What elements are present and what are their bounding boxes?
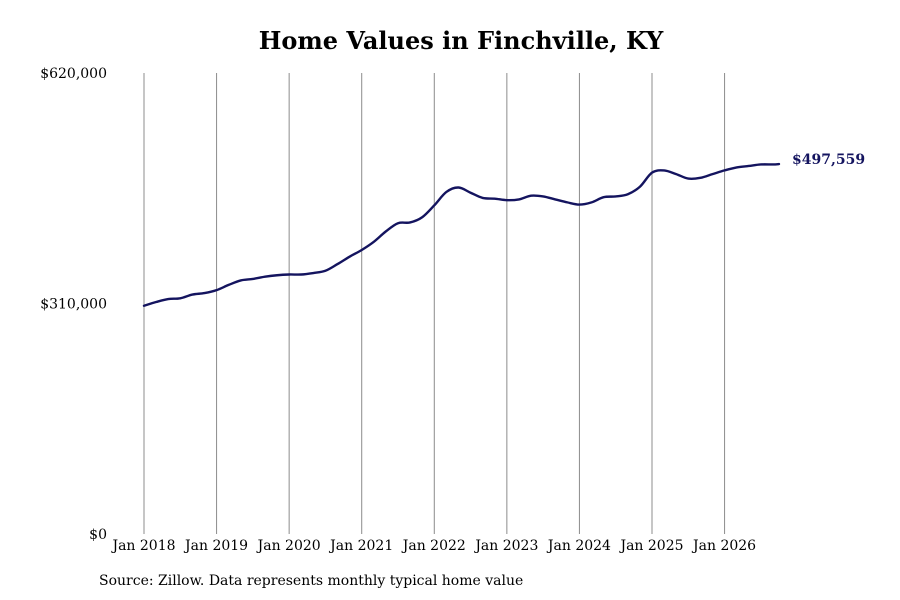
x-tick-label: Jan 2022 <box>401 538 466 554</box>
x-tick-label: Jan 2019 <box>183 538 248 554</box>
x-tick-label: Jan 2024 <box>546 538 611 554</box>
x-tick-label: Jan 2021 <box>328 538 393 554</box>
end-label-layer: $497,559 <box>792 152 865 168</box>
source-note: Source: Zillow. Data represents monthly … <box>99 573 524 589</box>
y-axis-ticks: $0 $310,000 $620,000 <box>40 66 107 543</box>
chart-title: Home Values in Finchville, KY <box>258 26 664 55</box>
x-axis-ticks: Jan 2018 Jan 2019 Jan 2020 Jan 2021 Jan 2022… <box>110 538 756 554</box>
x-tick-label: Jan 2026 <box>691 538 756 554</box>
vertical-gridlines <box>143 73 726 534</box>
x-tick-label: Jan 2025 <box>618 538 683 554</box>
home-value-line <box>142 162 781 307</box>
x-tick-label: Jan 2020 <box>256 538 321 554</box>
y-tick-label: $310,000 <box>40 297 107 313</box>
y-tick-label: $0 <box>89 527 107 543</box>
series-layer <box>142 162 781 307</box>
end-value-label: $497,559 <box>792 152 865 168</box>
x-tick-label: Jan 2018 <box>110 538 175 554</box>
y-tick-label: $620,000 <box>40 66 107 82</box>
x-tick-label: Jan 2023 <box>473 538 538 554</box>
